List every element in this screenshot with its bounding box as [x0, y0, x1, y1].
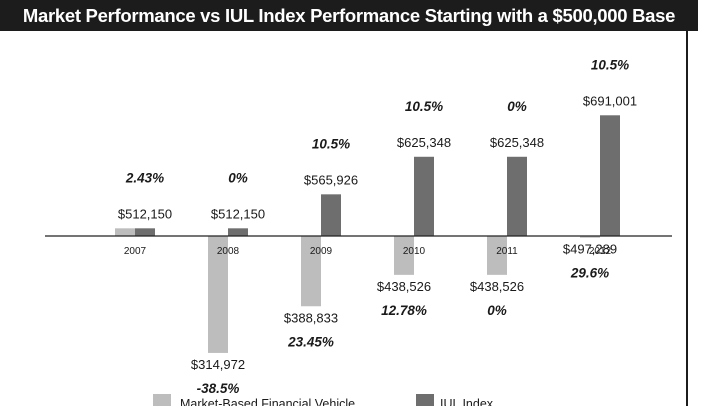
- percent-label: 29.6%: [570, 266, 609, 281]
- value-label: $512,150: [211, 206, 265, 221]
- legend-swatch: [153, 394, 171, 406]
- value-label: $438,526: [377, 279, 431, 294]
- legend-label: Market-Based Financial Vehicle: [180, 397, 355, 406]
- percent-label: 10.5%: [591, 57, 629, 72]
- iul-bar: [414, 156, 434, 236]
- value-label: $314,972: [191, 357, 245, 372]
- value-label: $497,289: [563, 242, 617, 257]
- percent-label: 12.78%: [381, 303, 427, 318]
- value-label: $438,526: [470, 279, 524, 294]
- x-tick-label: 2012: [589, 246, 612, 257]
- value-label: $625,348: [397, 135, 451, 150]
- percent-label: 2.43%: [125, 170, 164, 185]
- percent-label: 0%: [487, 303, 507, 318]
- legend-swatch: [416, 394, 434, 406]
- x-tick-label: 2008: [217, 246, 240, 257]
- value-label: $388,833: [284, 310, 338, 325]
- iul-bar: [600, 115, 620, 236]
- value-label: $565,926: [304, 172, 358, 187]
- percent-label: 10.5%: [312, 136, 350, 151]
- iul-bar: [228, 228, 248, 236]
- market-bar: [580, 236, 600, 238]
- x-tick-label: 2007: [124, 246, 147, 257]
- market-bar: [301, 236, 321, 307]
- market-bar: [208, 236, 228, 353]
- percent-label: -38.5%: [197, 381, 240, 396]
- market-bar: [115, 228, 135, 236]
- value-label: $691,001: [583, 93, 637, 108]
- percent-label: 0%: [228, 170, 248, 185]
- chart-title: Market Performance vs IUL Index Performa…: [0, 0, 698, 31]
- iul-bar: [507, 156, 527, 236]
- percent-label: 23.45%: [287, 334, 334, 349]
- percent-label: 0%: [507, 99, 527, 114]
- frame-border: [686, 31, 688, 406]
- x-tick-label: 2011: [496, 246, 518, 257]
- iul-bar: [135, 228, 155, 236]
- market-bar: [487, 236, 507, 275]
- x-tick-label: 2009: [310, 246, 333, 257]
- value-label: $625,348: [490, 135, 544, 150]
- x-tick-label: 2010: [403, 246, 426, 257]
- value-label: $512,150: [118, 206, 172, 221]
- legend-label: IUL Index: [440, 397, 494, 406]
- iul-bar: [321, 194, 341, 236]
- market-bar: [394, 236, 414, 275]
- percent-label: 10.5%: [405, 99, 443, 114]
